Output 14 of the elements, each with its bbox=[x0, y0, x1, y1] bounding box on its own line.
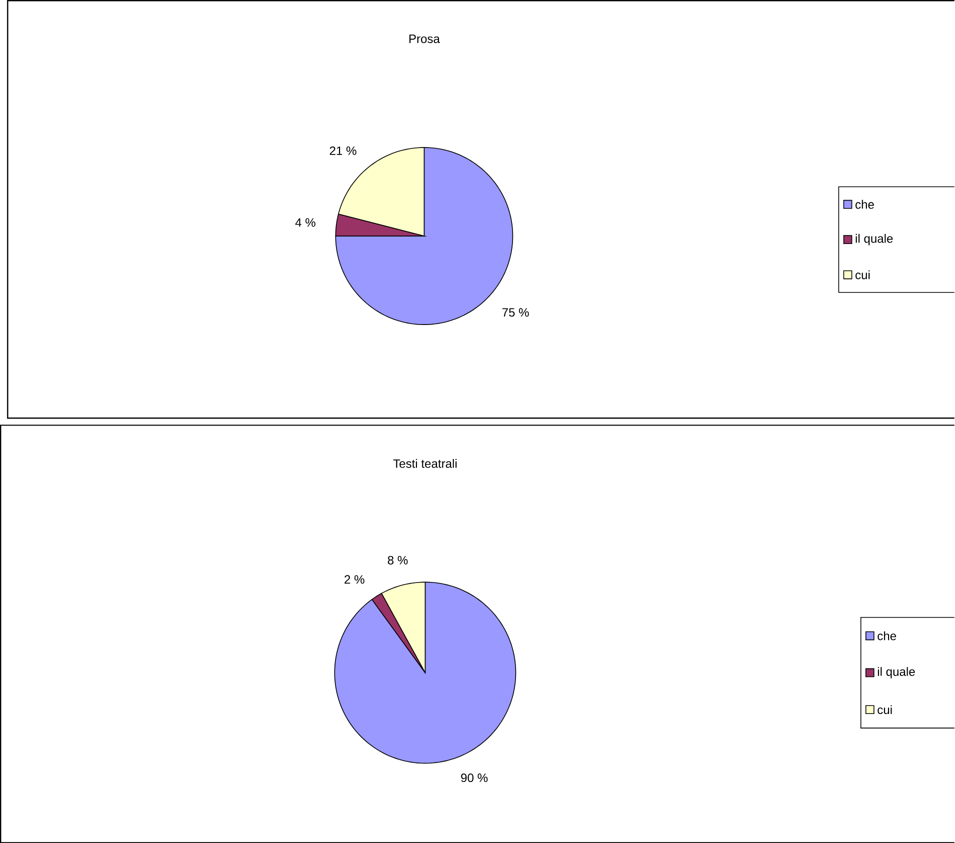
legend-label: che bbox=[856, 200, 874, 209]
data-label: 8 % bbox=[388, 556, 408, 564]
legend-label: cui bbox=[856, 270, 870, 280]
data-label: 90 % bbox=[461, 773, 488, 782]
legend-label: il quale bbox=[878, 666, 915, 678]
data-label: 21 % bbox=[330, 146, 356, 155]
chart-title: Testi teatrali bbox=[393, 458, 457, 468]
data-label: 75 % bbox=[502, 308, 529, 317]
data-label: 4 % bbox=[295, 218, 316, 227]
legend-label: cui bbox=[878, 705, 892, 714]
data-label: 2 % bbox=[344, 575, 364, 584]
legend-label: il quale bbox=[856, 234, 893, 246]
legend-label: che bbox=[878, 631, 896, 640]
chart-title: Prosa bbox=[409, 34, 440, 43]
